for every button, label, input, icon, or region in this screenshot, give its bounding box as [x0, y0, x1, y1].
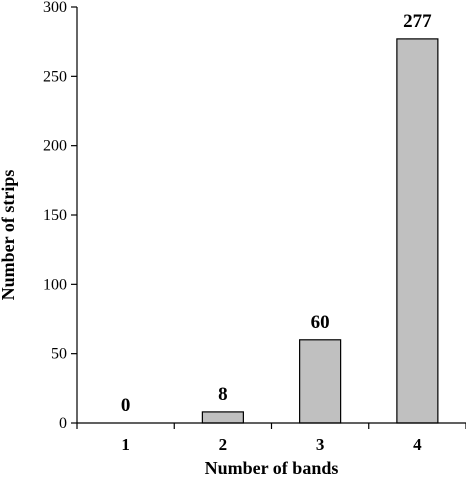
data-label-2: 8: [218, 384, 228, 405]
x-tick-label: 4: [413, 435, 422, 454]
y-tick-label: 200: [43, 138, 67, 155]
bars: [201, 38, 439, 424]
y-tick-label: 300: [43, 0, 67, 16]
y-tick-label: 250: [43, 68, 67, 85]
bar-4: [396, 38, 439, 424]
data-label-1: 0: [121, 395, 131, 416]
data-label-4: 277: [403, 11, 432, 32]
data-label-3: 60: [311, 312, 330, 333]
bar-3: [299, 339, 342, 424]
x-tick-label: 1: [121, 435, 130, 454]
y-axis-title: Number of strips: [0, 170, 18, 301]
x-tick-label: 2: [219, 435, 228, 454]
bar-2: [201, 411, 244, 424]
y-tick-label: 150: [43, 207, 67, 224]
x-tick-label: 3: [316, 435, 325, 454]
y-tick-label: 100: [43, 276, 67, 293]
data-labels: 0 8 60 277: [121, 11, 432, 416]
y-axis-ticks: 0 50 100 150 200 250 300: [43, 0, 77, 432]
x-axis-ticks: 1 2 3 4: [76, 423, 466, 454]
y-tick-label: 0: [59, 415, 67, 432]
x-axis-title: Number of bands: [205, 458, 339, 478]
y-tick-label: 50: [51, 346, 67, 363]
